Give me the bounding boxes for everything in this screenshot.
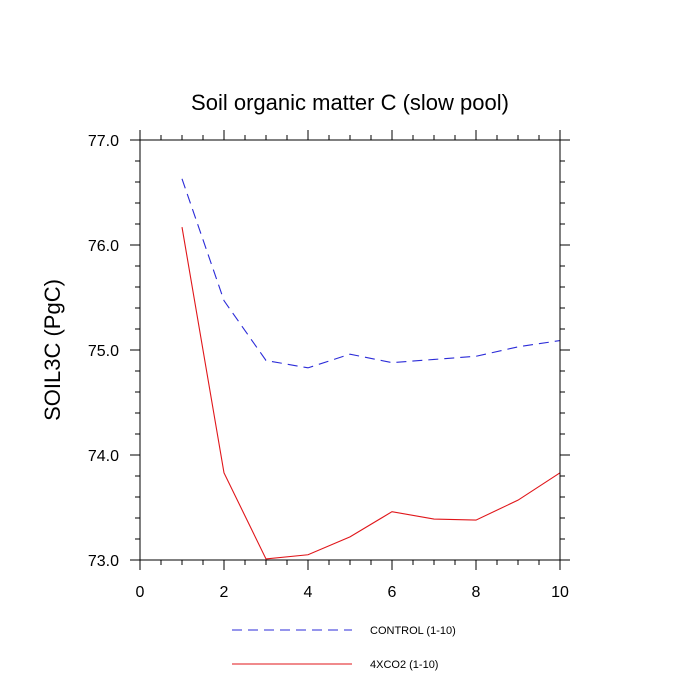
x-tick-label: 0 (136, 584, 145, 601)
y-tick-label: 75.0 (88, 343, 119, 360)
series-line (181, 178, 561, 369)
axis-ticks (130, 130, 570, 570)
y-tick-label: 77.0 (88, 133, 119, 150)
y-tick-label: 76.0 (88, 238, 119, 255)
legend: CONTROL (1-10) 4XCO2 (1-10) (232, 625, 456, 671)
x-tick-label: 4 (304, 584, 313, 601)
x-tick-label: 10 (551, 584, 569, 601)
chart-title: Soil organic matter C (slow pool) (191, 90, 509, 115)
axis-tick-labels: 0 2 4 6 8 10 73.0 74.0 75.0 76.0 77.0 (88, 133, 569, 601)
legend-label: CONTROL (1-10) (370, 625, 456, 637)
plot-frame (139, 139, 561, 561)
series-lines (181, 178, 561, 560)
x-tick-label: 6 (388, 584, 397, 601)
y-tick-label: 73.0 (88, 553, 119, 570)
y-tick-label: 74.0 (88, 448, 119, 465)
x-tick-label: 8 (472, 584, 481, 601)
series-line (181, 227, 561, 560)
x-tick-label: 2 (220, 584, 229, 601)
y-axis-label: SOIL3C (PgC) (40, 279, 65, 421)
legend-label: 4XCO2 (1-10) (370, 659, 438, 671)
